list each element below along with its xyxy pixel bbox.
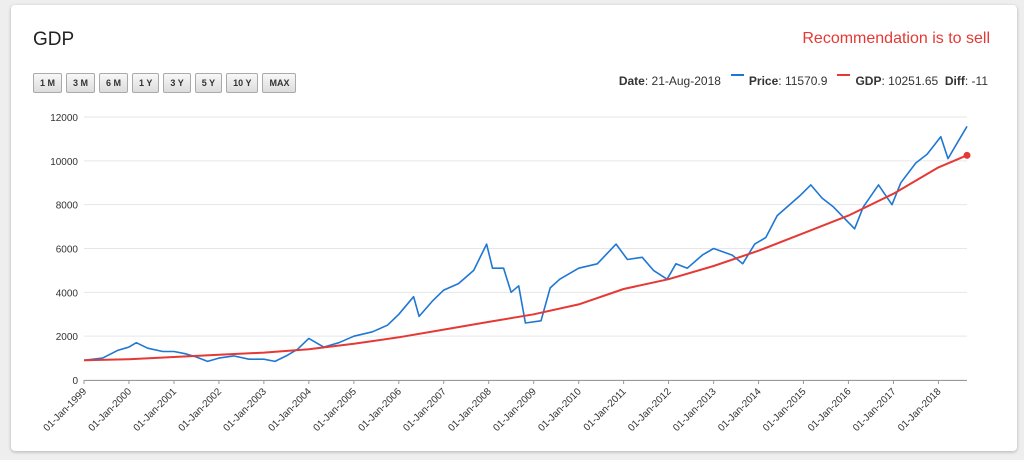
x-tick-label: 01-Jan-2014: [716, 386, 764, 434]
x-tick-label: 01-Jan-2016: [806, 386, 854, 434]
info-readout: Date: 21-Aug-2018 Price: 11570.9 GDP: 10…: [618, 74, 988, 88]
gdp-end-marker: [963, 151, 971, 159]
recommendation-text: Recommendation is to sell: [802, 30, 990, 47]
x-tick-label: 01-Jan-2015: [761, 386, 809, 434]
range-1y-button[interactable]: 1 Y: [132, 73, 160, 93]
range-3m-button[interactable]: 3 M: [66, 73, 96, 93]
range-1m-button[interactable]: 1 M: [33, 73, 63, 93]
gdp-series-line: [83, 154, 968, 362]
y-tick-label: 8000: [56, 201, 79, 212]
x-tick-label: 01-Jan-2003: [222, 386, 270, 434]
x-tick-label: 01-Jan-2009: [491, 386, 539, 434]
y-tick-label: 10000: [50, 157, 78, 168]
y-tick-label: 4000: [56, 288, 79, 299]
price-series-line: [83, 125, 968, 363]
x-tick-label: 01-Jan-2008: [446, 386, 494, 434]
diff-label: Diff: [944, 74, 965, 88]
range-selector: 1 M 3 M 6 M 1 Y 3 Y 5 Y 10 Y MAX: [33, 73, 297, 93]
x-tick-label: 01-Jan-2007: [401, 386, 449, 434]
y-tick-label: 2000: [56, 332, 79, 343]
x-tick-label: 01-Jan-2000: [87, 386, 135, 434]
range-3y-button[interactable]: 3 Y: [163, 73, 191, 93]
x-tick-label: 01-Jan-2017: [851, 386, 899, 434]
price-label: Price: [748, 74, 779, 88]
y-tick-label: 6000: [56, 245, 79, 256]
diff-value: -11: [971, 74, 988, 88]
x-tick-label: 01-Jan-2005: [312, 386, 360, 434]
gdp-label: GDP: [855, 74, 882, 88]
x-tick-label: 01-Jan-2001: [132, 386, 180, 434]
x-tick-label: 01-Jan-2011: [582, 386, 629, 433]
range-10y-button[interactable]: 10 Y: [226, 73, 259, 93]
x-tick-label: 01-Jan-2012: [626, 386, 674, 434]
gdp-swatch: [837, 74, 851, 76]
x-tick-label: 01-Jan-2013: [671, 386, 719, 434]
x-tick-label: 01-Jan-2010: [536, 386, 584, 434]
x-tick-label: 01-Jan-1999: [42, 386, 90, 434]
x-tick-label: 01-Jan-2002: [177, 386, 225, 434]
y-tick-label: 0: [72, 376, 78, 387]
price-swatch: [730, 74, 744, 76]
x-tick-label: 01-Jan-2006: [356, 386, 404, 434]
page-title: GDP: [33, 29, 75, 50]
date-label: Date: [618, 74, 645, 88]
range-6m-button[interactable]: 6 M: [99, 73, 129, 93]
date-value: 21-Aug-2018: [651, 74, 721, 88]
chart-card: GDP Recommendation is to sell 1 M 3 M 6 …: [11, 5, 1017, 451]
range-5y-button[interactable]: 5 Y: [194, 73, 223, 93]
x-tick-label: 01-Jan-2018: [896, 386, 944, 434]
gdp-value: 10251.65: [888, 74, 939, 88]
range-max-button[interactable]: MAX: [262, 73, 297, 93]
price-value: 11570.9: [784, 74, 828, 88]
x-tick-label: 01-Jan-2004: [266, 386, 314, 434]
y-tick-label: 12000: [50, 113, 78, 124]
